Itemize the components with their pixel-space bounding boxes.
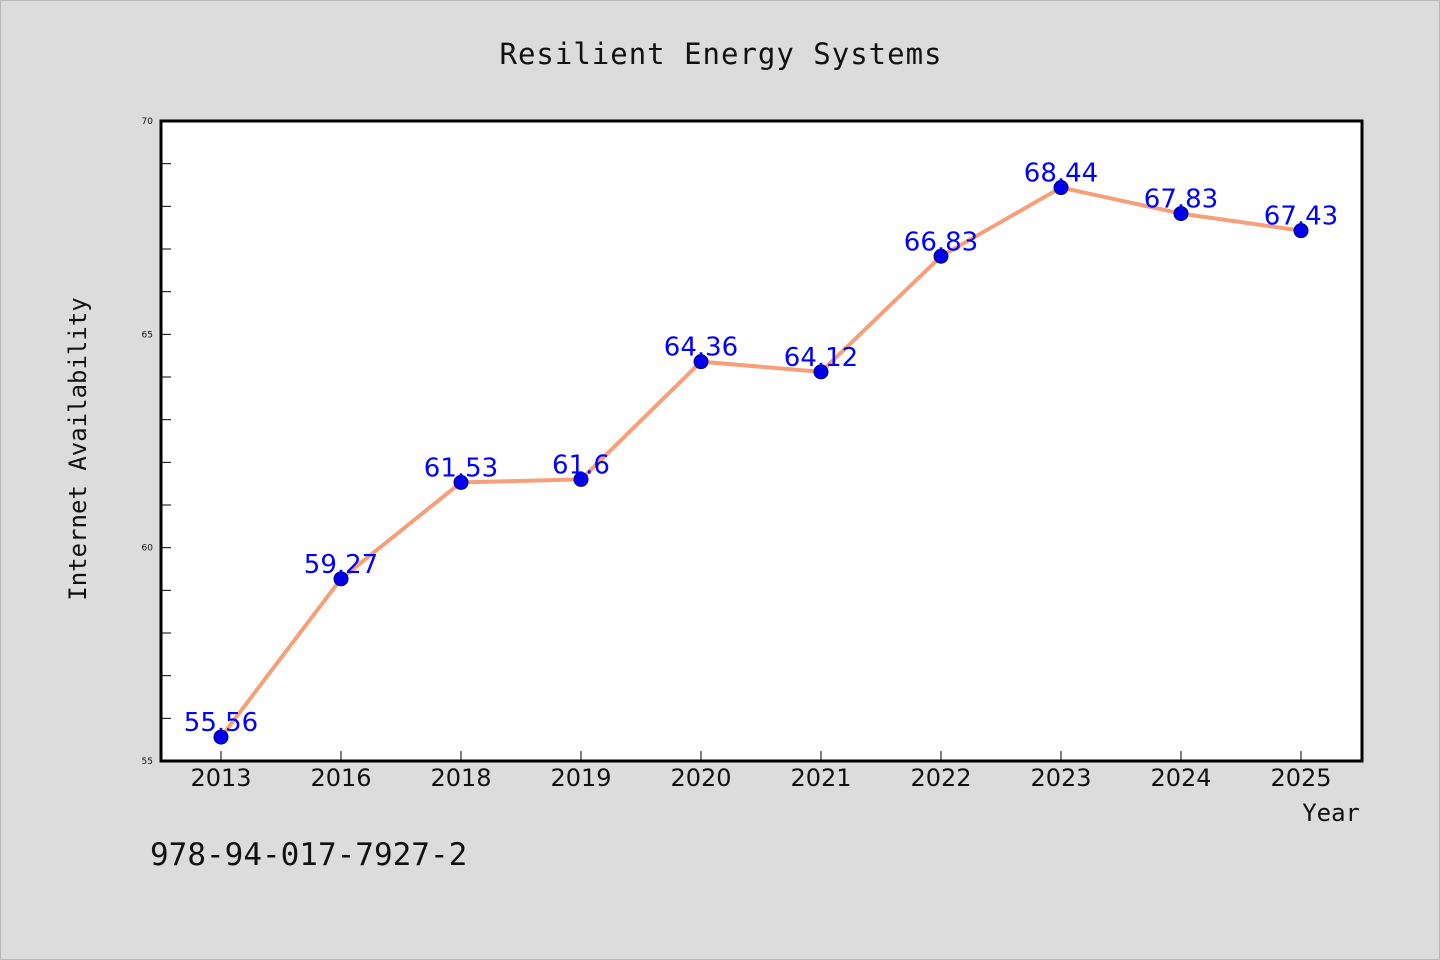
- data-point: [453, 474, 469, 490]
- y-tick-label: 65: [142, 330, 153, 340]
- data-label: 61.53: [424, 453, 498, 483]
- x-tick-label: 2016: [310, 764, 371, 792]
- data-label: 59.27: [304, 550, 378, 580]
- x-tick-label: 2021: [790, 764, 851, 792]
- x-tick-label: 2025: [1270, 764, 1331, 792]
- plot-area: [159, 119, 1364, 763]
- data-labels: 55.56 59.27 61.53 61.6 64.36 64.12 66.83 68.44 6…: [184, 159, 1338, 739]
- x-tick-label: 2019: [550, 764, 611, 792]
- data-point: [693, 354, 709, 370]
- data-point: [333, 571, 349, 587]
- data-label: 67.43: [1264, 202, 1338, 232]
- y-tick-label: 55: [142, 757, 153, 767]
- data-label: 67.83: [1144, 185, 1218, 215]
- data-label: 66.83: [904, 227, 978, 257]
- x-tick-label: 2013: [190, 764, 251, 792]
- data-point: [933, 248, 949, 264]
- y-axis-label: Internet Availability: [64, 297, 92, 600]
- series-line: [219, 185, 1303, 740]
- chart-title: Resilient Energy Systems: [499, 37, 942, 71]
- data-point: [573, 471, 589, 487]
- data-point: [1173, 206, 1189, 222]
- data-label: 61.6: [552, 450, 610, 480]
- y-axis-ticks: 55 60 65 70: [142, 117, 171, 767]
- x-axis-label: Year: [1302, 799, 1360, 827]
- data-label: 55.56: [184, 708, 258, 738]
- x-tick-label: 2023: [1030, 764, 1091, 792]
- x-axis-ticks: 2013 2016 2018 2019 2020 2021 2022 2023 2024 2025: [190, 751, 1332, 792]
- data-point: [1053, 180, 1069, 196]
- data-label: 64.12: [784, 343, 858, 373]
- data-label: 68.44: [1024, 159, 1098, 189]
- data-label: 64.36: [664, 333, 738, 363]
- series-layer: [213, 180, 1309, 745]
- y-tick-label: 60: [142, 544, 154, 554]
- isbn-footnote: 978-94-017-7927-2: [150, 837, 467, 873]
- data-point: [813, 364, 829, 380]
- x-tick-label: 2022: [910, 764, 971, 792]
- x-tick-label: 2024: [1150, 764, 1211, 792]
- y-tick-label: 70: [142, 117, 154, 127]
- data-point: [1293, 223, 1309, 239]
- x-tick-label: 2020: [670, 764, 731, 792]
- data-point: [213, 729, 229, 745]
- x-tick-label: 2018: [430, 764, 491, 792]
